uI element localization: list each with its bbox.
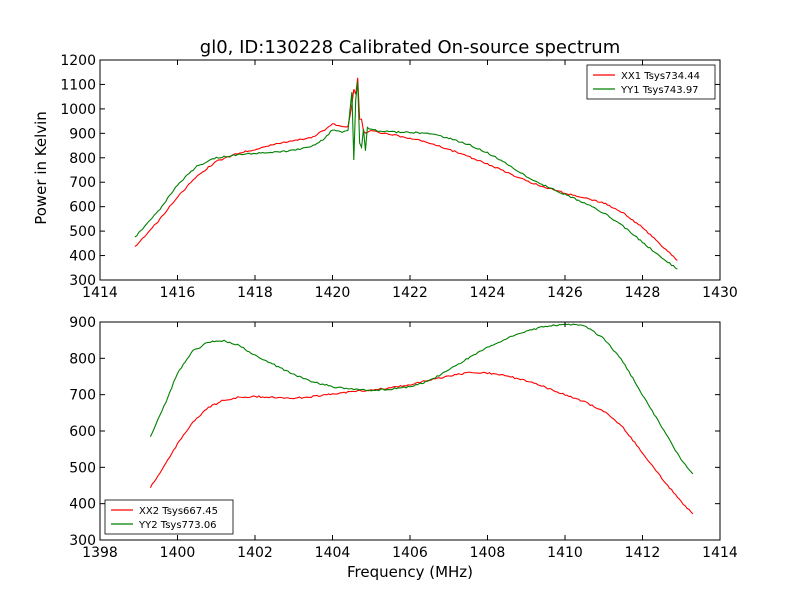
bottom-series-line-1: [149, 371, 694, 515]
bottom-legend-label-2: YY2 Tsys773.06: [138, 520, 217, 531]
top-y-tick-label: 400: [69, 249, 96, 265]
top-legend-label-2: YY1 Tsys743.97: [620, 85, 699, 96]
bottom-x-tick-label: 1400: [160, 545, 196, 561]
top-y-tick-label: 1000: [60, 102, 96, 118]
top-x-tick-label: 1414: [82, 285, 118, 301]
bottom-x-tick-label: 1410: [547, 545, 583, 561]
bottom-plot: 1398 1400 1402 1404 1406 1408 1410 1412 1414 300 4…: [69, 315, 738, 561]
top-y-tick-label: 700: [69, 175, 96, 191]
top-x-tick-label: 1428: [625, 285, 661, 301]
bottom-x-tick-label: 1404: [315, 545, 351, 561]
top-legend-box: [586, 64, 716, 100]
top-y-tick-label: 1200: [60, 53, 96, 69]
top-y-tick-label: 300: [69, 273, 96, 289]
top-x-tick-label: 1418: [237, 285, 273, 301]
top-x-tick-label: 1422: [392, 285, 428, 301]
top-y-tick-label: 800: [69, 151, 96, 167]
bottom-legend-box: [104, 499, 234, 535]
bottom-x-tick-label: 1414: [702, 545, 738, 561]
bottom-y-tick-label: 600: [69, 424, 96, 440]
top-series-line-2: [134, 81, 678, 270]
top-x-tick-label: 1424: [470, 285, 506, 301]
top-y-tick-label: 600: [69, 200, 96, 216]
bottom-x-axis-label: Frequency (MHz): [347, 563, 473, 581]
bottom-legend-label-1: XX2 Tsys667.45: [139, 506, 218, 517]
top-y-tick-label: 1100: [60, 77, 96, 93]
top-y-tick-label: 500: [69, 224, 96, 240]
bottom-legend: XX2 Tsys667.45 YY2 Tsys773.06: [104, 499, 234, 535]
bottom-x-tick-label: 1406: [392, 545, 428, 561]
top-y-axis-label: Power in Kelvin: [32, 111, 50, 225]
top-legend-label-1: XX1 Tsys734.44: [621, 71, 700, 82]
bottom-y-tick-label: 700: [69, 388, 96, 404]
top-chart-title: gl0, ID:130228 Calibrated On-source spec…: [200, 37, 620, 58]
bottom-x-tick-label: 1402: [237, 545, 273, 561]
bottom-y-tick-label: 900: [69, 315, 96, 331]
top-x-tick-label: 1420: [315, 285, 351, 301]
top-plot: 1414 1416 1418 1420 1422 1424 1426 1428 1430 300 4…: [60, 53, 737, 301]
top-y-tick-label: 900: [69, 126, 96, 142]
bottom-y-tick-label: 300: [69, 533, 96, 549]
bottom-x-tick-label: 1412: [625, 545, 661, 561]
bottom-series-line-2: [149, 323, 694, 475]
bottom-x-tick-label: 1408: [470, 545, 506, 561]
bottom-x-tick-label: 1398: [82, 545, 118, 561]
top-series-line-1: [134, 77, 678, 261]
top-legend: XX1 Tsys734.44 YY1 Tsys743.97: [586, 64, 716, 100]
bottom-y-tick-label: 800: [69, 351, 96, 367]
bottom-y-tick-label: 400: [69, 497, 96, 513]
top-x-tick-label: 1430: [702, 285, 738, 301]
top-x-tick-label: 1416: [160, 285, 196, 301]
top-x-tick-label: 1426: [547, 285, 583, 301]
bottom-y-tick-label: 500: [69, 460, 96, 476]
